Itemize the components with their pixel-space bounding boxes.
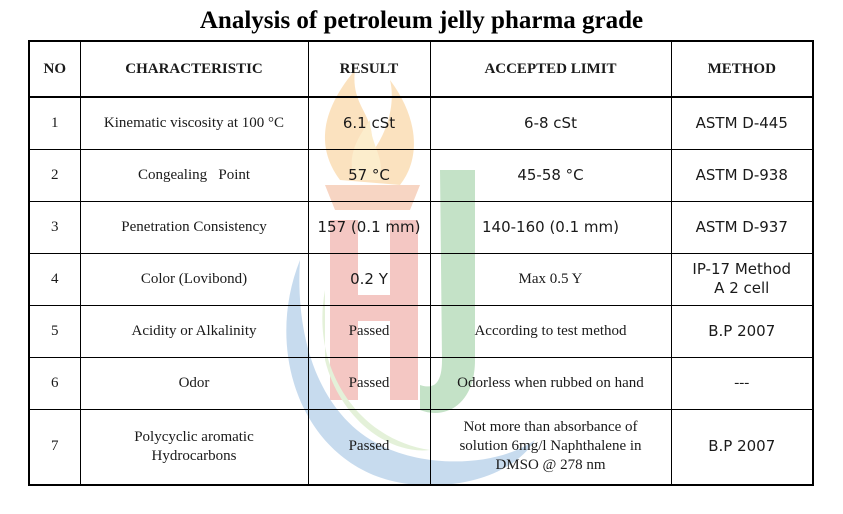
characteristic-line: Hydrocarbons <box>151 447 237 464</box>
method-line: IP-17 Method <box>692 260 792 278</box>
cell-no: 2 <box>28 148 81 202</box>
table-row: 7 Polycyclic aromatic Hydrocarbons Passe… <box>28 408 814 486</box>
cell-result: 6.1 cSt <box>307 96 431 150</box>
cell-characteristic: Acidity or Alkalinity <box>79 304 309 358</box>
cell-method: ASTM D-445 <box>670 96 814 150</box>
table-row: 5 Acidity or Alkalinity Passed According… <box>28 304 814 358</box>
cell-characteristic: Odor <box>79 356 309 410</box>
cell-no: 3 <box>28 200 81 254</box>
cell-method: B.P 2007 <box>670 408 814 486</box>
cell-no: 7 <box>28 408 81 486</box>
cell-method: IP-17 Method A 2 cell <box>670 252 814 306</box>
cell-characteristic: Color (Lovibond) <box>79 252 309 306</box>
cell-no: 5 <box>28 304 81 358</box>
header-method: METHOD <box>670 40 814 98</box>
table-row: 4 Color (Lovibond) 0.2 Y Max 0.5 Y IP-17… <box>28 252 814 306</box>
method-line: A 2 cell <box>714 279 770 297</box>
cell-no: 4 <box>28 252 81 306</box>
cell-characteristic: Congealing Point <box>79 148 309 202</box>
header-characteristic: CHARACTERISTIC <box>79 40 309 98</box>
cell-accepted-limit: 140-160 (0.1 mm) <box>429 200 672 254</box>
cell-result: 57 °C <box>307 148 431 202</box>
cell-result: 0.2 Y <box>307 252 431 306</box>
accepted-limit-line: solution 6mg/l Naphthalene in <box>459 438 642 455</box>
table-header-row: NO CHARACTERISTIC RESULT ACCEPTED LIMIT … <box>28 40 814 98</box>
cell-result: Passed <box>307 408 431 486</box>
page-title: Analysis of petroleum jelly pharma grade <box>199 7 644 34</box>
analysis-table: NO CHARACTERISTIC RESULT ACCEPTED LIMIT … <box>28 40 814 486</box>
accepted-limit-line: DMSO @ 278 nm <box>495 457 606 474</box>
cell-method: --- <box>670 356 814 410</box>
table-row: 6 Odor Passed Odorless when rubbed on ha… <box>28 356 814 410</box>
table-row: 3 Penetration Consistency 157 (0.1 mm) 1… <box>28 200 814 254</box>
cell-accepted-limit: 6-8 cSt <box>429 96 672 150</box>
cell-accepted-limit: 45-58 °C <box>429 148 672 202</box>
characteristic-line: Polycyclic aromatic <box>134 428 254 445</box>
table-row: 2 Congealing Point 57 °C 45-58 °C ASTM D… <box>28 148 814 202</box>
cell-accepted-limit: Not more than absorbance of solution 6mg… <box>429 408 672 486</box>
cell-no: 1 <box>28 96 81 150</box>
header-no: NO <box>28 40 81 98</box>
cell-characteristic: Kinematic viscosity at 100 °C <box>79 96 309 150</box>
cell-result: Passed <box>307 356 431 410</box>
cell-characteristic: Penetration Consistency <box>79 200 309 254</box>
cell-accepted-limit: According to test method <box>429 304 672 358</box>
cell-method: ASTM D-938 <box>670 148 814 202</box>
header-accepted-limit: ACCEPTED LIMIT <box>429 40 672 98</box>
cell-characteristic: Polycyclic aromatic Hydrocarbons <box>79 408 309 486</box>
cell-accepted-limit: Odorless when rubbed on hand <box>429 356 672 410</box>
cell-accepted-limit: Max 0.5 Y <box>429 252 672 306</box>
header-result: RESULT <box>307 40 431 98</box>
cell-result: Passed <box>307 304 431 358</box>
accepted-limit-line: Not more than absorbance of <box>463 419 638 436</box>
cell-method: B.P 2007 <box>670 304 814 358</box>
cell-result: 157 (0.1 mm) <box>307 200 431 254</box>
cell-no: 6 <box>28 356 81 410</box>
cell-method: ASTM D-937 <box>670 200 814 254</box>
table-row: 1 Kinematic viscosity at 100 °C 6.1 cSt … <box>28 96 814 150</box>
